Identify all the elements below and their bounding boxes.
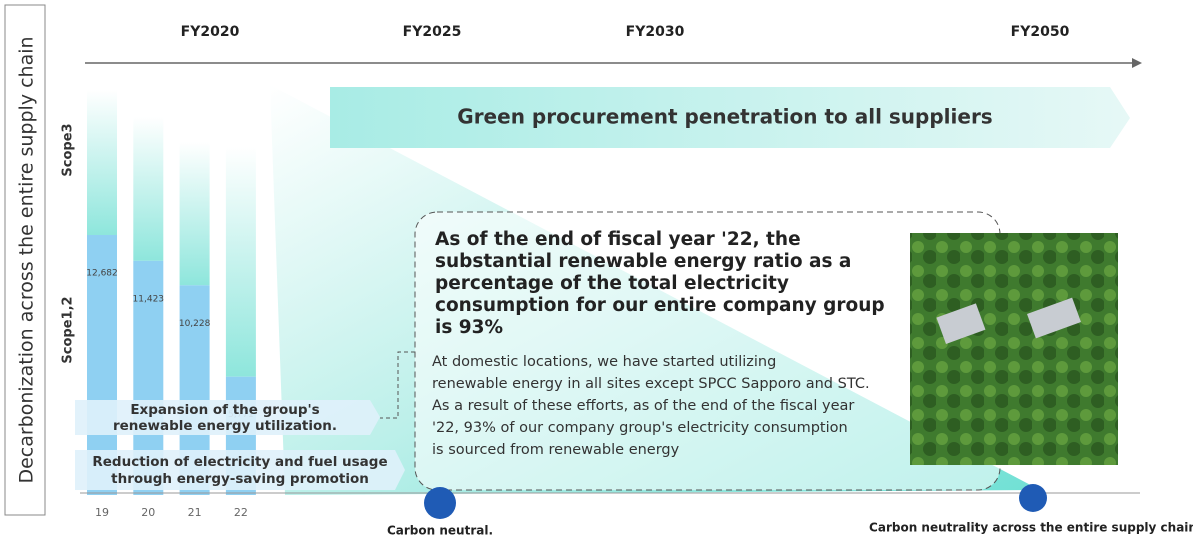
bar-value: 11,423 [133,294,165,304]
bar-value: 10,228 [179,319,211,329]
callout-headline: substantial renewable energy ratio as a [435,251,851,272]
infographic: Decarbonization across the entire supply… [0,0,1193,537]
callout-headline: is 93% [435,317,503,338]
timeline-label: FY2025 [403,24,462,40]
timeline-label: FY2030 [626,24,685,40]
measure-text: Expansion of the group's [130,402,319,418]
milestone-label: Carbon neutral. [387,524,493,537]
scope-label: Scope1,2 [61,296,76,363]
year-label: 22 [234,506,248,519]
milestone-label: Carbon neutrality across the entire supp… [869,521,1193,535]
banner-text: Green procurement penetration to all sup… [457,105,992,129]
callout-headline: consumption for our entire company group [435,295,885,316]
measure-text: Reduction of electricity and fuel usage [92,454,387,470]
scope3-bar [226,147,256,377]
year-label: 20 [141,506,155,519]
arrow-head [1132,58,1142,68]
callout-headline: As of the end of fiscal year '22, the [435,229,801,250]
scope3-bar [133,117,163,261]
scope3-bar [87,90,117,235]
milestone-dot [424,487,456,519]
timeline-label: FY2020 [181,24,240,40]
bar-value: 12,682 [86,269,118,279]
callout-body: is sourced from renewable energy [432,442,680,458]
measure-text: renewable energy utilization. [113,418,337,434]
callout-body: At domestic locations, we have started u… [432,354,776,370]
measure-text: through energy-saving promotion [111,471,369,487]
callout-headline: percentage of the total electricity [435,273,789,294]
timeline-label: FY2050 [1011,24,1070,40]
callout-body: '22, 93% of our company group's electric… [432,420,848,436]
side-label: Decarbonization across the entire supply… [16,36,38,483]
year-label: 21 [188,506,202,519]
year-label: 19 [95,506,109,519]
photo [910,233,1118,465]
scope3-bar [180,142,210,285]
callout-body: renewable energy in all sites except SPC… [432,376,870,392]
callout-body: As a result of these efforts, as of the … [432,398,854,414]
scope-label: Scope3 [61,123,76,176]
milestone-dot [1019,484,1047,512]
